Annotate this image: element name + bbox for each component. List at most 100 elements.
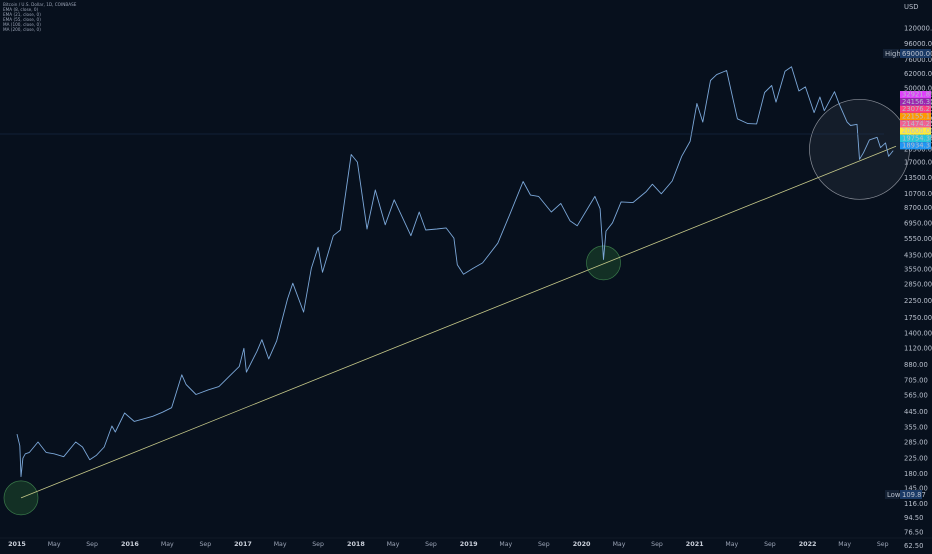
indicator-ma-200: MA (200, close, 0) [3, 27, 41, 32]
support-trend-line [20, 145, 897, 499]
price-tick-label: 62000.00 [904, 70, 932, 78]
price-tick-label: 76.50 [904, 528, 923, 536]
indicator-tag-value: 18934.37 [902, 142, 932, 150]
price-tick-label: 116.00 [904, 500, 928, 508]
indicator-tag-box [900, 112, 931, 121]
price-tick-label: 50000.00 [904, 85, 932, 93]
price-tick-label: 8700.00 [904, 204, 932, 212]
indicator-tag-box [900, 91, 931, 99]
time-tick-month: May [613, 541, 626, 548]
indicator-tags: 32921.8924156.3523076.2522155.1221474.25… [900, 91, 932, 150]
time-tick-month: May [725, 541, 738, 548]
price-tick-label: 180.00 [904, 470, 928, 478]
time-tick-month: May [499, 541, 512, 548]
highlight-circle-3 [809, 98, 910, 200]
price-tick-label: 76000.00 [904, 56, 932, 64]
price-layer [16, 66, 894, 478]
time-tick-month: Sep [425, 541, 437, 548]
price-tick-label: 10700.00 [904, 190, 932, 198]
indicator-tag-value: 19754.36 [902, 134, 932, 142]
low-marker-label-box [885, 490, 899, 499]
price-tick-label: 1750.00 [904, 314, 932, 322]
indicator-tag-box [900, 120, 931, 128]
highlight-circle-2 [586, 245, 621, 281]
price-tick-label: 565.00 [904, 391, 928, 399]
high-marker-value: 69000.00 [902, 50, 932, 58]
indicator-tag-value: 32921.89 [902, 91, 932, 99]
price-series-line [16, 66, 894, 478]
price-tick-label: 96000.00 [904, 40, 932, 48]
high-marker-label-box [883, 49, 899, 58]
price-tick-label: 145.00 [904, 485, 928, 493]
time-axis: 2015 May Sep 2016 May Sep 2017 May Sep 2018 May Sep… [8, 540, 888, 548]
time-tick-month: Sep [538, 541, 550, 548]
price-tick-label: 4350.00 [904, 252, 932, 260]
time-tick-month: Sep [877, 541, 889, 548]
indicator-tag-box [900, 105, 931, 113]
indicator-tag-value: 23076.25 [902, 105, 932, 113]
price-tick-label: 445.00 [904, 408, 928, 416]
time-tick-month: Sep [86, 541, 98, 548]
time-tick-month: Sep [651, 541, 663, 548]
indicator-tag-value: 22155.12 [902, 113, 932, 121]
chart-title: Bitcoin / U.S. Dollar, 1D, COINBASE [3, 2, 77, 7]
price-tick-label: 2850.00 [904, 281, 932, 289]
indicator-tag-box [900, 134, 931, 143]
time-tick-year: 2016 [121, 540, 139, 548]
price-tick-label: 1120.00 [904, 345, 932, 353]
highlight-circle-1 [3, 480, 39, 516]
price-tick-label: 13500.00 [904, 174, 932, 182]
indicator-ema-55: EMA (55, close, 0) [3, 17, 41, 22]
price-axis-unit: USD [904, 3, 919, 11]
price-tick-label: 3550.00 [904, 266, 932, 274]
indicator-tag-box [900, 127, 931, 135]
indicator-tag-box [900, 98, 931, 106]
time-tick-month: Sep [764, 541, 776, 548]
price-tick-label: 880.00 [904, 361, 928, 369]
low-marker: Low 109.87 [885, 490, 926, 499]
price-tick-label: 285.00 [904, 438, 928, 446]
indicator-ema-21: EMA (21, close, 0) [3, 12, 41, 17]
price-tick-label: 225.00 [904, 455, 928, 463]
time-tick-year: 2022 [799, 540, 817, 548]
high-marker-label: High [885, 50, 901, 58]
low-marker-value-box [900, 490, 922, 499]
time-tick-year: 2021 [686, 540, 704, 548]
time-tick-month: May [838, 541, 851, 548]
time-tick-month: May [161, 541, 174, 548]
time-tick-month: May [274, 541, 287, 548]
time-tick-year: 2020 [573, 540, 591, 548]
indicator-tag-value: 21474.25 [902, 120, 932, 128]
high-marker-value-box [900, 49, 931, 58]
time-tick-month: Sep [312, 541, 324, 548]
price-tick-label: 355.00 [904, 423, 928, 431]
high-marker: High 69000.00 [883, 49, 932, 58]
indicator-tag-value: 20000.00 [902, 127, 932, 135]
time-tick-year: 2015 [8, 540, 26, 548]
chart-legend: Bitcoin / U.S. Dollar, 1D, COINBASE EMA … [3, 2, 77, 32]
indicator-ema-8: EMA (8, close, 0) [3, 7, 39, 12]
indicator-ma-100: MA (100, close, 0) [3, 22, 41, 27]
price-tick-label: 120000.00 [904, 25, 932, 33]
price-tick-label: 1400.00 [904, 329, 932, 337]
time-tick-year: 2019 [460, 540, 478, 548]
indicator-tag-box [900, 142, 931, 150]
price-tick-label: 94.50 [904, 514, 923, 522]
price-tick-label: 17000.00 [904, 158, 932, 166]
trend-line-layer [20, 145, 897, 499]
time-tick-month: May [48, 541, 61, 548]
time-tick-year: 2017 [234, 540, 252, 548]
price-tick-label: 62.50 [904, 542, 923, 550]
price-tick-label: 5550.00 [904, 235, 932, 243]
price-tick-label: 6950.00 [904, 220, 932, 228]
time-tick-month: May [387, 541, 400, 548]
low-marker-value: 109.87 [902, 491, 926, 499]
price-tick-label: 20500.00 [904, 146, 932, 154]
price-tick-label: 705.00 [904, 376, 928, 384]
time-tick-month: Sep [199, 541, 211, 548]
indicator-tag-value: 24156.35 [902, 98, 932, 106]
low-marker-label: Low [887, 491, 901, 499]
